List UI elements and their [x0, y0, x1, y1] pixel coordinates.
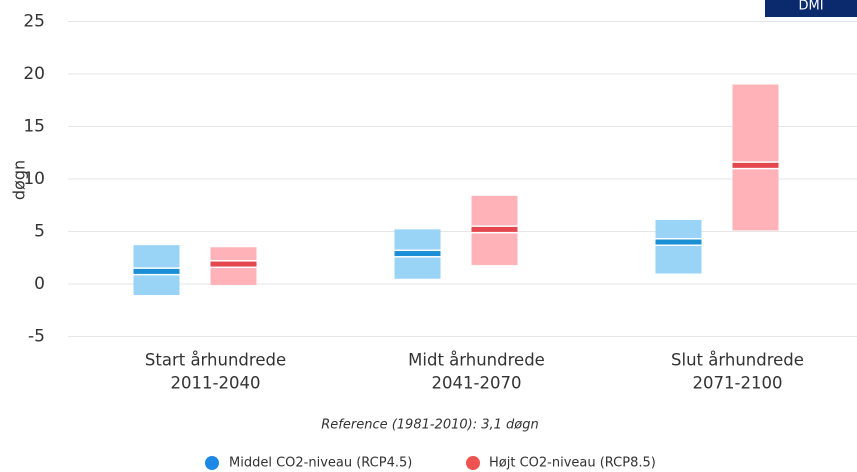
legend-label: Højt CO2-niveau (RCP8.5) [489, 456, 656, 471]
median [210, 261, 257, 267]
median [133, 268, 180, 274]
y-axis-label: døgn [10, 160, 29, 200]
median [655, 239, 702, 245]
y-tick-label: 5 [34, 222, 45, 242]
y-tick-label: 0 [34, 274, 45, 294]
median [394, 251, 441, 257]
range-box [732, 84, 779, 231]
x-tick-period: 2071-2100 [693, 374, 783, 393]
x-tick-label: Start århundrede [145, 351, 286, 370]
legend-label: Middel CO2-niveau (RCP4.5) [229, 456, 412, 471]
y-tick-label: -5 [28, 327, 45, 347]
badge: DMI [798, 0, 823, 14]
x-tick-period: 2011-2040 [171, 374, 261, 393]
median [732, 162, 779, 168]
y-tick-label: 15 [23, 117, 45, 137]
x-tick-label: Midt århundrede [408, 351, 545, 370]
y-tick-label: 20 [23, 64, 45, 84]
y-tick-label: 10 [23, 169, 45, 189]
x-tick-label: Slut århundrede [671, 351, 804, 370]
range-box [655, 219, 702, 274]
median [471, 226, 518, 232]
x-tick-period: 2041-2070 [432, 374, 522, 393]
badge-box [765, 0, 857, 17]
annotation: Reference (1981-2010): 3,1 døgn [321, 418, 538, 433]
y-tick-label: 25 [23, 12, 45, 32]
legend-marker [205, 456, 219, 470]
legend-marker [466, 456, 480, 470]
